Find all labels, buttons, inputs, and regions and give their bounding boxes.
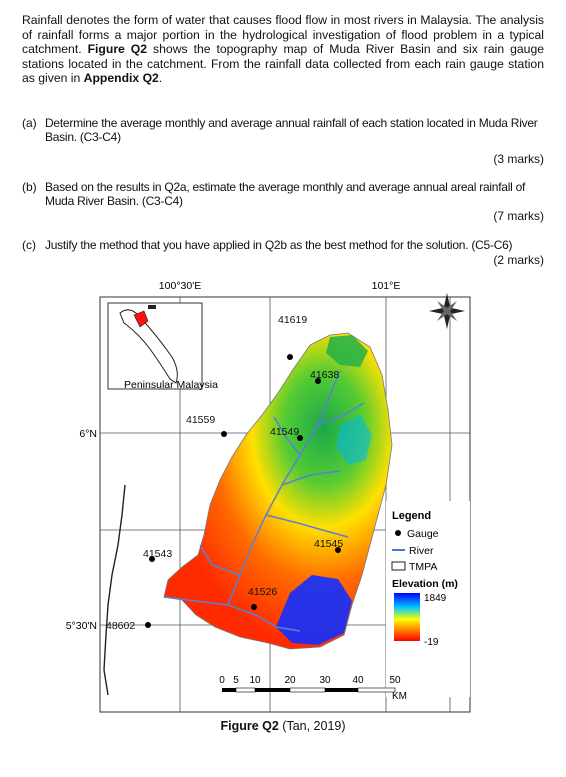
- question-c-marks: (2 marks): [493, 253, 544, 267]
- station-41545-marker: [335, 547, 341, 553]
- question-b-label: (b): [22, 180, 37, 194]
- station-41526-marker: [251, 604, 257, 610]
- question-b: (b) Based on the results in Q2a, estimat…: [22, 180, 544, 208]
- station-41559-marker: [221, 431, 227, 437]
- high-elevation-north: [326, 335, 368, 367]
- question-b-text: Based on the results in Q2a, estimate th…: [45, 180, 526, 209]
- station-label-41619: 41619: [278, 314, 307, 326]
- lat-label-5-30n: 5°30'N: [66, 620, 97, 632]
- coastline: [103, 484, 126, 696]
- legend-river-label: River: [409, 545, 434, 557]
- inset-map: Peninsular Malaysia: [107, 302, 218, 391]
- figure-caption: Figure Q2 (Tan, 2019): [0, 719, 566, 733]
- scale-tick-10: 10: [249, 675, 261, 686]
- station-label-48602: 48602: [106, 620, 135, 632]
- intro-text-2: shows the topography map of Muda River B…: [22, 42, 544, 86]
- scale-tick-20: 20: [284, 675, 296, 686]
- legend-gauge-label: Gauge: [407, 528, 439, 540]
- question-c: (c) Justify the method that you have app…: [22, 238, 544, 252]
- question-a-text: Determine the average monthly and averag…: [45, 116, 538, 145]
- scale-tick-50: 50: [389, 675, 401, 686]
- question-b-marks: (7 marks): [493, 209, 544, 223]
- station-label-41545: 41545: [314, 538, 343, 550]
- high-elevation-east: [336, 415, 372, 465]
- question-a: (a) Determine the average monthly and av…: [22, 116, 544, 144]
- caption-figure-label: Figure Q2: [220, 719, 279, 733]
- study-area-marker: [133, 310, 149, 328]
- scale-tick-5: 5: [233, 675, 239, 686]
- intro-text-1: Rainfall denotes the form of water that …: [22, 13, 544, 57]
- north-arrow-icon: [429, 293, 465, 329]
- appendix-reference: Appendix Q2: [83, 71, 159, 86]
- gauge-stations: [145, 354, 341, 628]
- rivers: [163, 370, 365, 632]
- legend-elevation-max: 1849: [424, 593, 447, 604]
- legend-tmpa-label: TMPA: [409, 561, 437, 573]
- station-label-41638: 41638: [310, 369, 339, 381]
- scale-tick-30: 30: [319, 675, 331, 686]
- lon-label-100-30: 100°30'E: [159, 280, 201, 292]
- intro-text-3: .: [158, 71, 163, 86]
- station-41619-marker: [287, 354, 293, 360]
- high-elevation-south: [276, 575, 352, 645]
- inset-label: Peninsular Malaysia: [124, 379, 218, 391]
- legend-elevation-title: Elevation (m): [392, 578, 458, 590]
- scale-tick-40: 40: [352, 675, 364, 686]
- question-a-label: (a): [22, 116, 37, 130]
- station-label-41526: 41526: [248, 586, 277, 598]
- legend-elevation-min: -19: [424, 637, 439, 648]
- muda-river-basin-map: Peninsular Malaysia 100°30'E 101°E 6°N 5…: [66, 280, 471, 713]
- legend-tmpa-icon: [391, 561, 406, 571]
- legend-gauge-icon: [395, 530, 401, 536]
- lat-label-6n: 6°N: [79, 428, 97, 440]
- station-label-41543: 41543: [143, 548, 172, 560]
- station-41549-marker: [297, 435, 303, 441]
- station-41638-marker: [315, 378, 321, 384]
- question-a-marks: (3 marks): [493, 152, 544, 166]
- station-label-41549: 41549: [270, 426, 299, 438]
- figure-q2: Peninsular Malaysia 100°30'E 101°E 6°N 5…: [0, 275, 566, 737]
- legend-title: Legend: [392, 510, 431, 522]
- station-48602-marker: [145, 622, 151, 628]
- figure-reference: Figure Q2: [87, 42, 148, 57]
- intro-paragraph: Rainfall denotes the form of water that …: [22, 13, 544, 86]
- legend: Legend Gauge River TMPA Elevation (m) 18…: [386, 501, 470, 697]
- lon-label-101: 101°E: [372, 280, 401, 292]
- question-c-text: Justify the method that you have applied…: [45, 238, 513, 252]
- scale-unit: KM: [392, 691, 407, 702]
- legend-elevation-ramp: [394, 593, 420, 641]
- scale-bar: 0 5 10 20 30 40 50 KM: [219, 675, 407, 702]
- station-label-41559: 41559: [186, 414, 215, 426]
- caption-source: (Tan, 2019): [278, 719, 346, 733]
- station-labels: 41619 41638 41559 41549 41543 41545 4152…: [106, 314, 343, 632]
- scale-tick-0: 0: [219, 675, 225, 686]
- station-41543-marker: [149, 556, 155, 562]
- question-c-label: (c): [22, 238, 36, 252]
